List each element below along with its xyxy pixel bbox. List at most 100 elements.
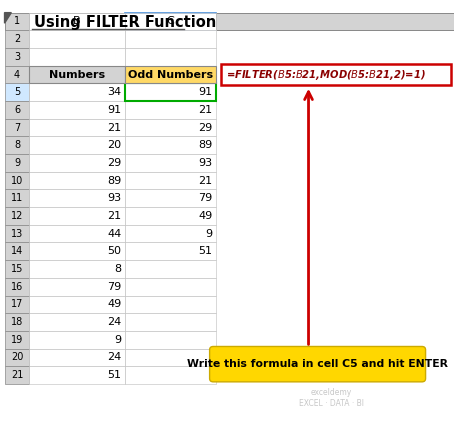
FancyBboxPatch shape xyxy=(29,207,125,225)
FancyBboxPatch shape xyxy=(125,207,216,225)
FancyBboxPatch shape xyxy=(5,242,29,260)
Text: 6: 6 xyxy=(14,105,20,115)
FancyBboxPatch shape xyxy=(125,331,216,349)
FancyBboxPatch shape xyxy=(125,136,216,154)
Text: 21: 21 xyxy=(198,105,212,115)
Text: 19: 19 xyxy=(11,335,23,345)
Text: 50: 50 xyxy=(108,246,122,256)
FancyBboxPatch shape xyxy=(5,136,29,154)
Text: 21: 21 xyxy=(108,211,122,221)
FancyBboxPatch shape xyxy=(29,13,125,30)
Text: 9: 9 xyxy=(114,335,122,345)
FancyBboxPatch shape xyxy=(29,136,125,154)
FancyBboxPatch shape xyxy=(5,13,29,30)
Text: Numbers: Numbers xyxy=(49,69,105,80)
Text: 20: 20 xyxy=(108,140,122,150)
FancyBboxPatch shape xyxy=(5,296,29,313)
FancyBboxPatch shape xyxy=(29,366,125,384)
Text: 1: 1 xyxy=(14,16,20,27)
FancyBboxPatch shape xyxy=(125,349,216,366)
FancyBboxPatch shape xyxy=(29,260,125,278)
FancyBboxPatch shape xyxy=(29,154,125,172)
FancyBboxPatch shape xyxy=(5,366,29,384)
Text: 15: 15 xyxy=(11,264,23,274)
Text: 51: 51 xyxy=(198,246,212,256)
FancyBboxPatch shape xyxy=(125,101,216,119)
FancyBboxPatch shape xyxy=(5,278,29,296)
FancyBboxPatch shape xyxy=(220,64,451,85)
Text: 49: 49 xyxy=(107,299,122,309)
FancyBboxPatch shape xyxy=(125,189,216,207)
Text: 12: 12 xyxy=(11,211,23,221)
Text: 8: 8 xyxy=(114,264,122,274)
FancyBboxPatch shape xyxy=(125,366,216,384)
FancyBboxPatch shape xyxy=(125,313,216,331)
FancyBboxPatch shape xyxy=(5,30,29,48)
FancyBboxPatch shape xyxy=(125,260,216,278)
FancyBboxPatch shape xyxy=(5,83,29,101)
Text: 91: 91 xyxy=(198,87,212,97)
FancyBboxPatch shape xyxy=(29,101,125,119)
Text: 13: 13 xyxy=(11,229,23,239)
FancyBboxPatch shape xyxy=(29,225,125,242)
Text: 2: 2 xyxy=(14,34,20,44)
Text: 93: 93 xyxy=(108,193,122,203)
Text: 18: 18 xyxy=(11,317,23,327)
FancyBboxPatch shape xyxy=(210,346,426,382)
Text: Using FILTER Function: Using FILTER Function xyxy=(34,15,216,30)
Text: 89: 89 xyxy=(198,140,212,150)
Text: 29: 29 xyxy=(198,123,212,133)
Text: 89: 89 xyxy=(107,176,122,186)
FancyBboxPatch shape xyxy=(5,225,29,242)
Text: 11: 11 xyxy=(11,193,23,203)
FancyBboxPatch shape xyxy=(5,349,29,366)
FancyBboxPatch shape xyxy=(216,13,465,30)
FancyBboxPatch shape xyxy=(125,154,216,172)
Text: 21: 21 xyxy=(108,123,122,133)
Text: 79: 79 xyxy=(107,282,122,292)
Text: 16: 16 xyxy=(11,282,23,292)
Text: 34: 34 xyxy=(108,87,122,97)
FancyBboxPatch shape xyxy=(125,13,216,30)
Text: 20: 20 xyxy=(11,352,23,362)
Text: 7: 7 xyxy=(14,123,20,133)
Text: 17: 17 xyxy=(11,299,23,309)
FancyBboxPatch shape xyxy=(5,331,29,349)
FancyBboxPatch shape xyxy=(29,313,125,331)
FancyBboxPatch shape xyxy=(5,313,29,331)
Text: 9: 9 xyxy=(14,158,20,168)
FancyBboxPatch shape xyxy=(125,119,216,136)
Text: 21: 21 xyxy=(11,370,23,380)
Text: 21: 21 xyxy=(198,176,212,186)
FancyBboxPatch shape xyxy=(29,349,125,366)
Text: 93: 93 xyxy=(198,158,212,168)
FancyBboxPatch shape xyxy=(125,296,216,313)
FancyBboxPatch shape xyxy=(125,278,216,296)
FancyBboxPatch shape xyxy=(125,83,216,101)
FancyBboxPatch shape xyxy=(125,48,216,66)
FancyBboxPatch shape xyxy=(29,48,125,66)
FancyBboxPatch shape xyxy=(29,30,125,48)
FancyBboxPatch shape xyxy=(29,331,125,349)
FancyBboxPatch shape xyxy=(29,278,125,296)
FancyBboxPatch shape xyxy=(5,48,29,66)
Text: 24: 24 xyxy=(107,317,122,327)
FancyBboxPatch shape xyxy=(5,154,29,172)
Text: 8: 8 xyxy=(14,140,20,150)
FancyBboxPatch shape xyxy=(125,66,216,83)
Text: 3: 3 xyxy=(14,52,20,62)
FancyBboxPatch shape xyxy=(29,83,125,101)
Text: B: B xyxy=(73,16,81,27)
FancyBboxPatch shape xyxy=(29,66,125,83)
Text: 10: 10 xyxy=(11,176,23,186)
FancyBboxPatch shape xyxy=(5,207,29,225)
Text: 4: 4 xyxy=(14,69,20,80)
FancyBboxPatch shape xyxy=(29,172,125,189)
Text: 29: 29 xyxy=(107,158,122,168)
Text: Write this formula in cell C5 and hit ENTER: Write this formula in cell C5 and hit EN… xyxy=(187,359,448,369)
FancyBboxPatch shape xyxy=(125,225,216,242)
FancyBboxPatch shape xyxy=(5,260,29,278)
FancyBboxPatch shape xyxy=(29,119,125,136)
Text: 44: 44 xyxy=(107,229,122,239)
FancyBboxPatch shape xyxy=(125,13,216,30)
